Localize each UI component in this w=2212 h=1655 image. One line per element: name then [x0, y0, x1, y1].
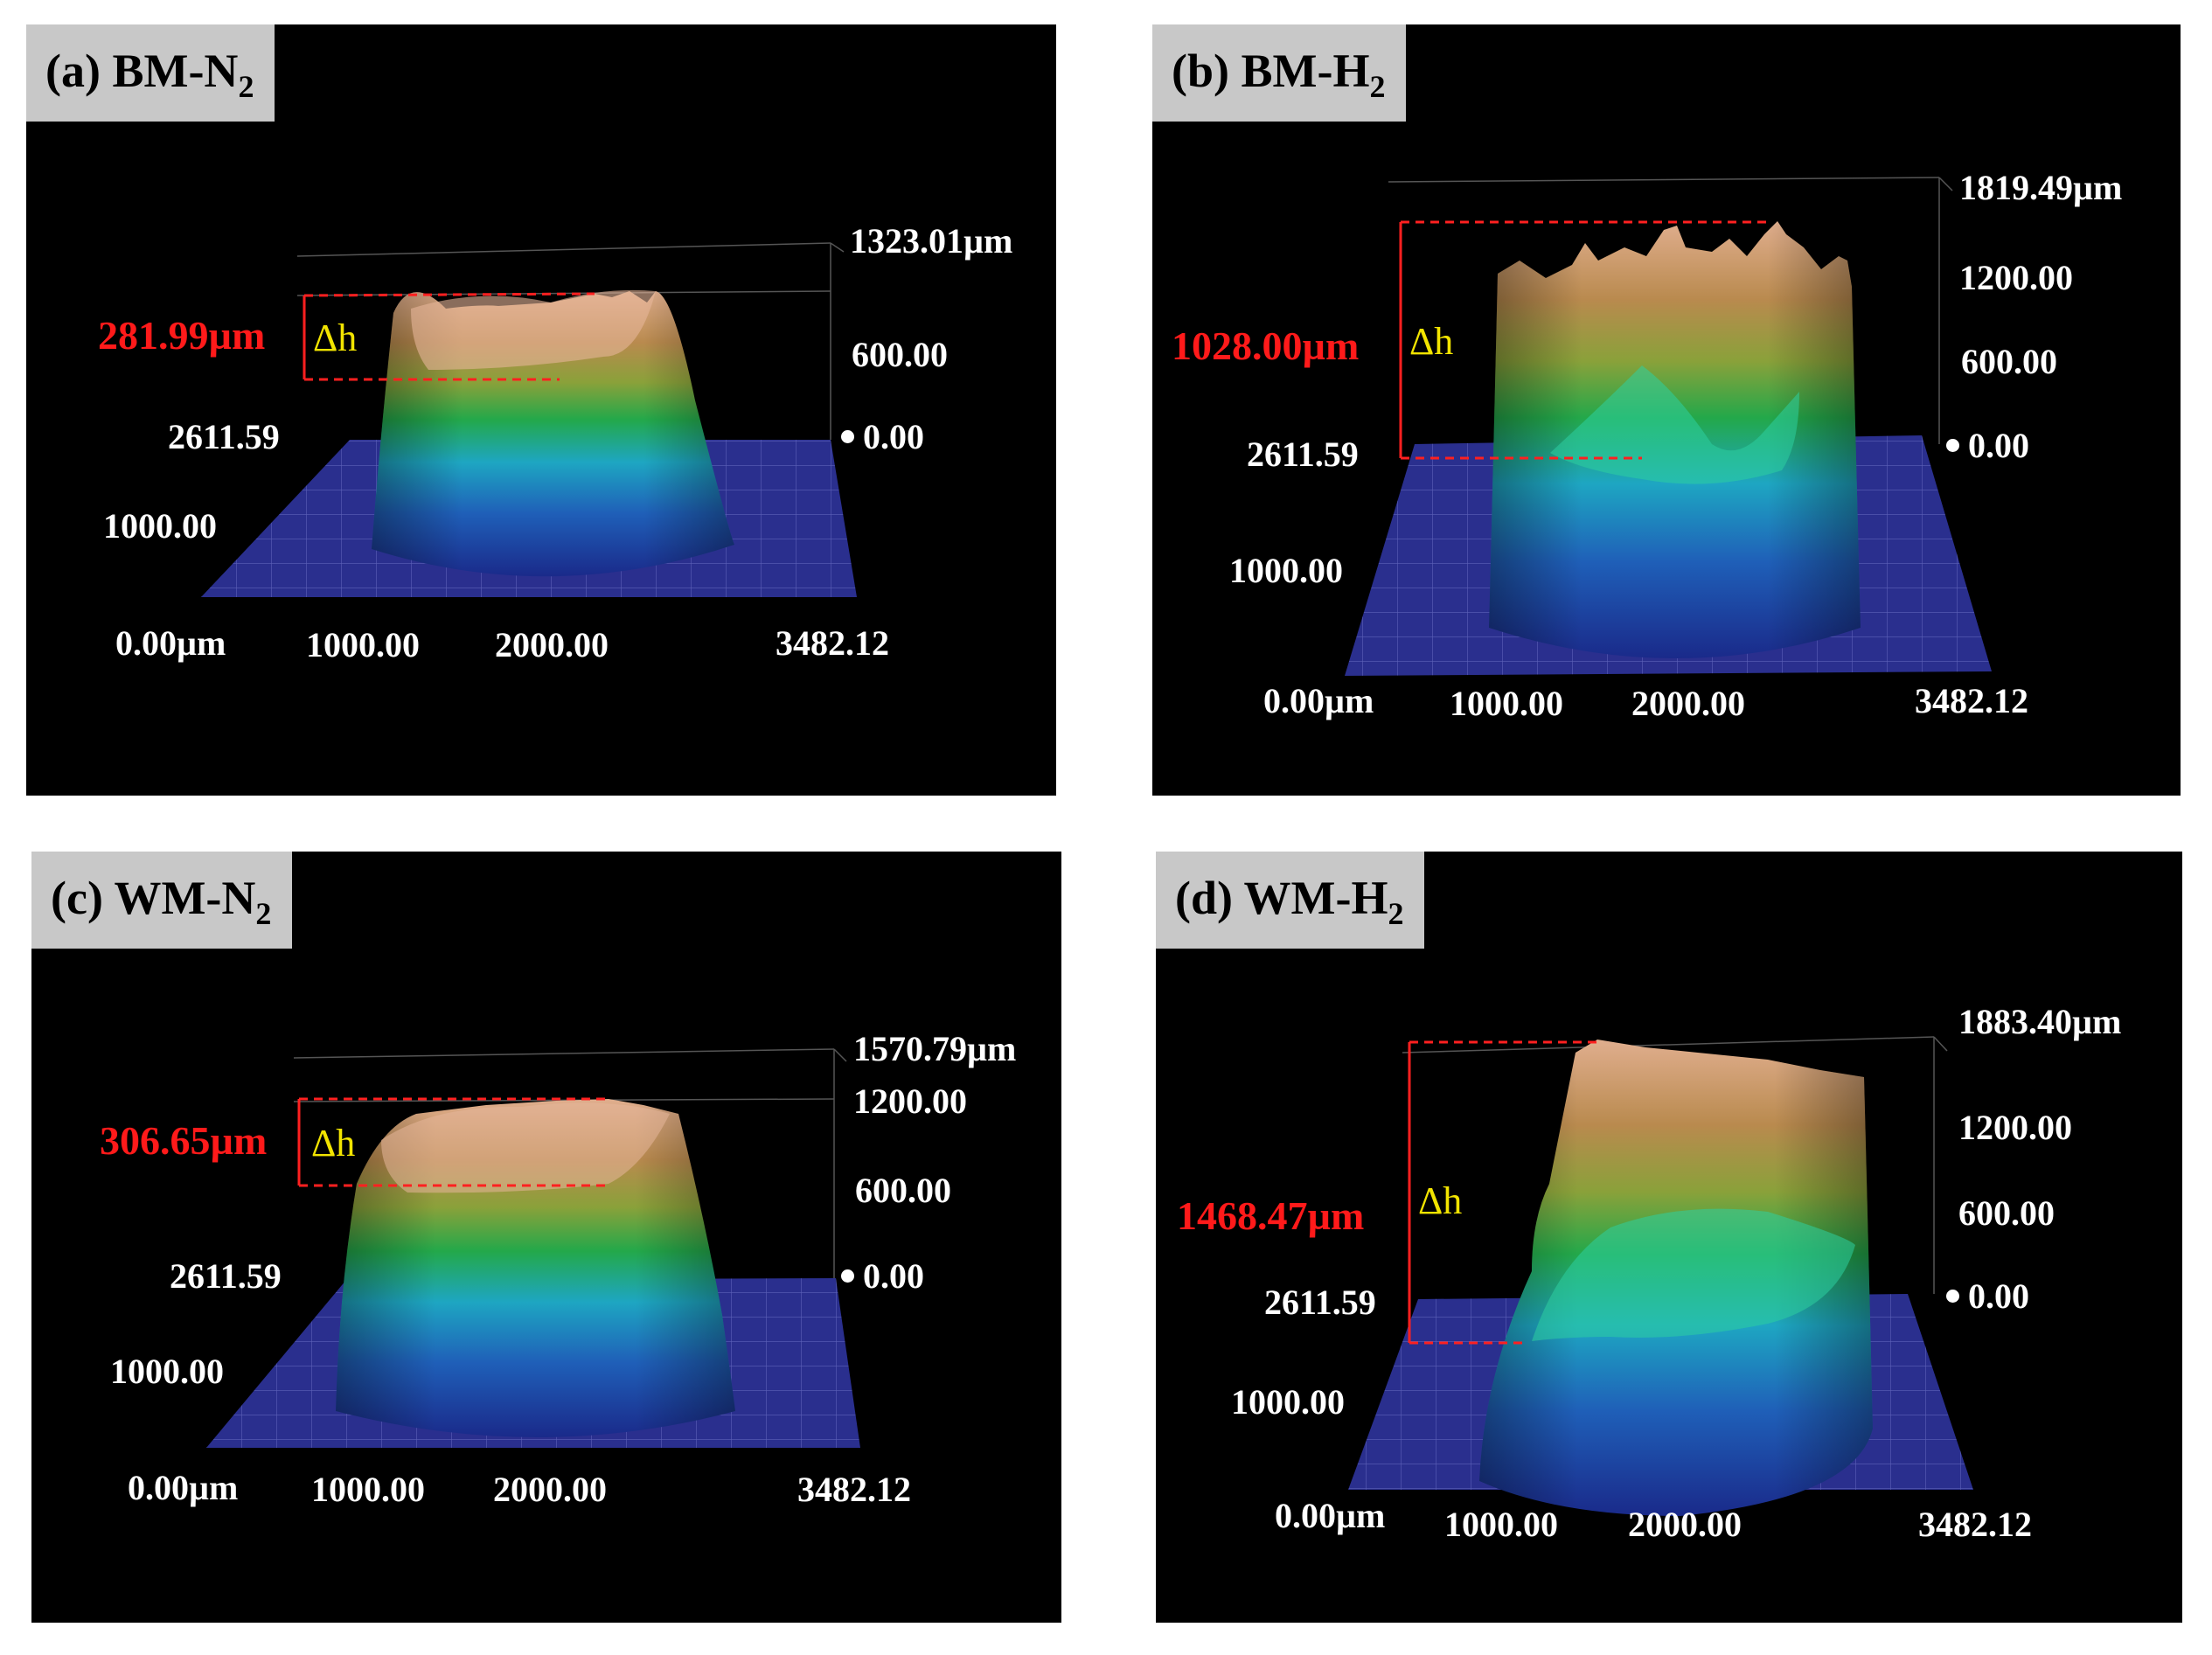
frame-lines-d	[1402, 1036, 1948, 1294]
x-tick-2-a: 2000.00	[495, 625, 609, 664]
x-tick-1-c: 1000.00	[311, 1470, 425, 1509]
delta-h-symbol-d: Δh	[1418, 1179, 1463, 1222]
z-max-label-a: 1323.01µm	[850, 221, 1013, 261]
delta-lines-d	[1409, 1040, 1597, 1345]
delta-lines-b	[1401, 220, 1769, 460]
x-max-label-a: 3482.12	[776, 623, 889, 663]
x-max-label-d: 3482.12	[1918, 1505, 2032, 1544]
panel-c: (c) WM-N2 306.65µm Δh 1570.79µm 1200.00 …	[31, 852, 1061, 1623]
x-tick-1-d: 1000.00	[1444, 1505, 1558, 1544]
x-origin-label-c: 0.00µm	[128, 1468, 239, 1507]
delta-h-symbol-b: Δh	[1409, 320, 1454, 363]
origin-dot-icon	[1946, 1290, 1959, 1303]
z-hi-label-c: 1200.00	[853, 1081, 967, 1121]
surface-render-b	[1345, 177, 1992, 676]
x-max-label-c: 3482.12	[797, 1470, 911, 1509]
z-hi-label-b: 1200.00	[1959, 258, 2073, 297]
origin-dot-icon	[1946, 439, 1959, 452]
y-max-label-c: 2611.59	[170, 1256, 282, 1296]
z-zero-label-a: 0.00	[841, 420, 924, 455]
y-max-label-d: 2611.59	[1264, 1283, 1376, 1322]
surface-render-a	[201, 242, 857, 597]
x-tick-2-b: 2000.00	[1631, 684, 1745, 723]
delta-lines-a	[303, 292, 595, 381]
z-mid-label-c: 600.00	[855, 1171, 951, 1210]
x-tick-1-b: 1000.00	[1450, 684, 1563, 723]
y-mid-label-c: 1000.00	[110, 1352, 224, 1391]
y-mid-label-a: 1000.00	[103, 506, 217, 546]
delta-h-value-b: 1028.00µm	[1172, 323, 1360, 368]
z-zero-label-b: 0.00	[1946, 428, 2029, 463]
z-zero-label-d: 0.00	[1946, 1279, 2029, 1314]
z-mid-label-a: 600.00	[852, 335, 948, 374]
panel-b: (b) BM-H2 1028.00µm Δh 1819.49µm 1200.00…	[1152, 24, 2181, 796]
x-tick-2-c: 2000.00	[493, 1470, 607, 1509]
x-origin-label-d: 0.00µm	[1275, 1496, 1386, 1535]
origin-dot-icon	[841, 430, 854, 443]
z-max-label-d: 1883.40µm	[1958, 1002, 2122, 1041]
x-max-label-b: 3482.12	[1915, 681, 2028, 720]
x-origin-label-b: 0.00µm	[1263, 681, 1374, 720]
panel-d: (d) WM-H2 1468.47µm Δh 1883.40µm 1200.00…	[1156, 852, 2182, 1623]
x-tick-2-d: 2000.00	[1628, 1505, 1742, 1544]
z-hi-label-d: 1200.00	[1958, 1108, 2072, 1147]
frame-lines-b	[1388, 177, 1953, 444]
delta-h-symbol-c: Δh	[311, 1122, 356, 1165]
delta-h-value-a: 281.99µm	[98, 313, 266, 358]
origin-dot-icon	[841, 1269, 854, 1283]
x-tick-1-a: 1000.00	[306, 625, 420, 664]
surface-render-d	[1348, 1036, 1973, 1516]
panel-label-b: (b) BM-H2	[1152, 24, 1407, 122]
y-mid-label-b: 1000.00	[1229, 551, 1343, 590]
z-mid-label-d: 600.00	[1958, 1193, 2055, 1233]
y-max-label-a: 2611.59	[168, 417, 280, 456]
panel-label-c: (c) WM-N2	[31, 852, 293, 949]
z-max-label-c: 1570.79µm	[853, 1029, 1017, 1068]
surface-render-c	[206, 1048, 860, 1448]
panel-label-d: (d) WM-H2	[1156, 852, 1425, 949]
panel-a: (a) BM-N2 281.99µm Δh 1323.01µm 600.00 0…	[26, 24, 1056, 796]
z-zero-label-c: 0.00	[841, 1259, 924, 1294]
delta-h-symbol-a: Δh	[313, 316, 358, 359]
panel-label-a: (a) BM-N2	[26, 24, 275, 122]
delta-lines-c	[299, 1097, 609, 1187]
z-max-label-b: 1819.49µm	[1959, 168, 2123, 207]
delta-h-value-d: 1468.47µm	[1177, 1193, 1365, 1238]
x-origin-label-a: 0.00µm	[115, 623, 226, 663]
z-mid-label-b: 600.00	[1961, 342, 2057, 381]
delta-h-value-c: 306.65µm	[100, 1118, 268, 1163]
frame-lines-c	[293, 1048, 847, 1280]
y-mid-label-d: 1000.00	[1231, 1382, 1345, 1422]
y-max-label-b: 2611.59	[1247, 435, 1359, 474]
